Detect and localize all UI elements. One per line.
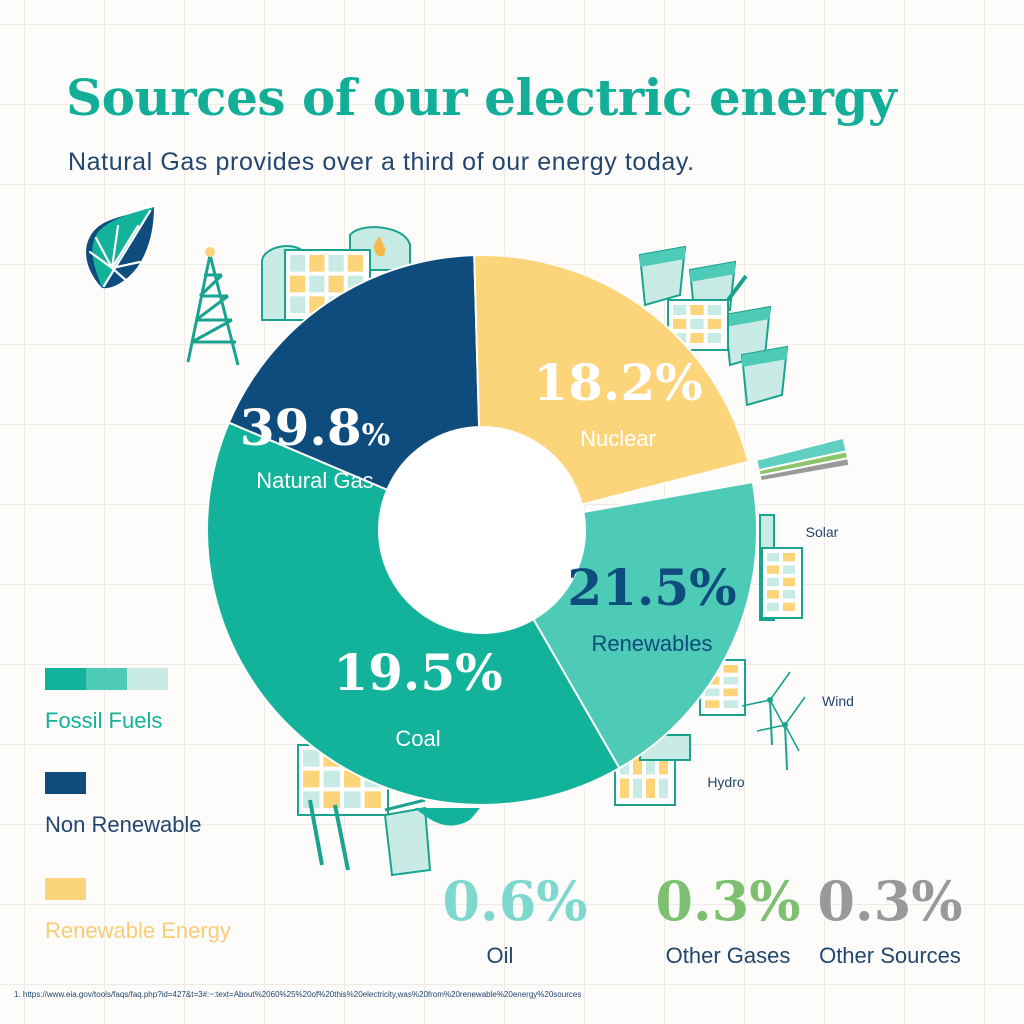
page-title: Sources of our electric energy	[66, 68, 897, 127]
value-label-oil: 0.6%	[442, 869, 587, 933]
solar-panel-icon	[759, 514, 803, 621]
category-label-renewables: Renewables	[591, 631, 712, 656]
legend-swatch-renewable-energy	[45, 878, 86, 900]
category-label-other-gases: Other Gases	[666, 943, 791, 968]
value-label-natural-gas: 39.8%	[240, 398, 390, 457]
category-label-nuclear: Nuclear	[580, 426, 656, 451]
legend-swatch-fossil-fuels	[45, 668, 86, 690]
annotation-hydro: Hydro	[707, 774, 745, 790]
category-label-oil: Oil	[487, 943, 514, 968]
value-label-nuclear: 18.2%	[533, 353, 702, 412]
leaf-logo-icon	[86, 207, 154, 289]
value-label-other-sources: 0.3%	[817, 869, 962, 933]
page-subtitle: Natural Gas provides over a third of our…	[68, 148, 695, 176]
legend-label-fossil-fuels: Fossil Fuels	[45, 708, 163, 733]
source-footnote[interactable]: 1. https://www.eia.gov/tools/faqs/faq.ph…	[14, 990, 582, 999]
legend-swatch-non-renewable	[45, 772, 86, 794]
oil-rig-icon	[186, 247, 240, 366]
value-label-other-gases: 0.3%	[655, 869, 800, 933]
slice-other-sources	[758, 456, 851, 483]
category-label-coal: Coal	[395, 726, 440, 751]
donut-hole	[379, 427, 585, 633]
category-label-other-sources: Other Sources	[819, 943, 961, 968]
legend-label-renewable-energy: Renewable Energy	[45, 918, 231, 943]
legend-swatch-fossil-fuels	[127, 668, 168, 690]
annotation-wind: Wind	[822, 693, 854, 709]
category-label-natural-gas: Natural Gas	[256, 468, 373, 493]
legend-label-non-renewable: Non Renewable	[45, 812, 202, 837]
value-label-renewables: 21.5%	[567, 558, 736, 617]
legend-swatch-fossil-fuels	[86, 668, 127, 690]
annotation-solar: Solar	[806, 524, 839, 540]
value-label-coal: 19.5%	[333, 643, 502, 702]
